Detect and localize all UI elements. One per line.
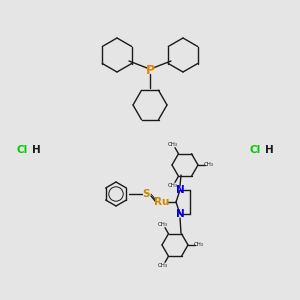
Text: N: N bbox=[176, 185, 184, 195]
Text: Cl: Cl bbox=[249, 145, 261, 155]
Text: CH₃: CH₃ bbox=[204, 163, 214, 167]
Text: P: P bbox=[146, 64, 154, 76]
Text: CH₃: CH₃ bbox=[158, 263, 168, 268]
Text: H: H bbox=[265, 145, 273, 155]
Text: Ru: Ru bbox=[154, 197, 170, 207]
Text: Cl: Cl bbox=[16, 145, 28, 155]
Text: N: N bbox=[176, 209, 184, 219]
Text: CH₃: CH₃ bbox=[158, 222, 168, 227]
Text: S: S bbox=[142, 189, 150, 199]
Text: H: H bbox=[32, 145, 40, 155]
Text: CH₃: CH₃ bbox=[168, 183, 178, 188]
Text: CH₃: CH₃ bbox=[168, 142, 178, 147]
Text: CH₃: CH₃ bbox=[194, 242, 204, 247]
